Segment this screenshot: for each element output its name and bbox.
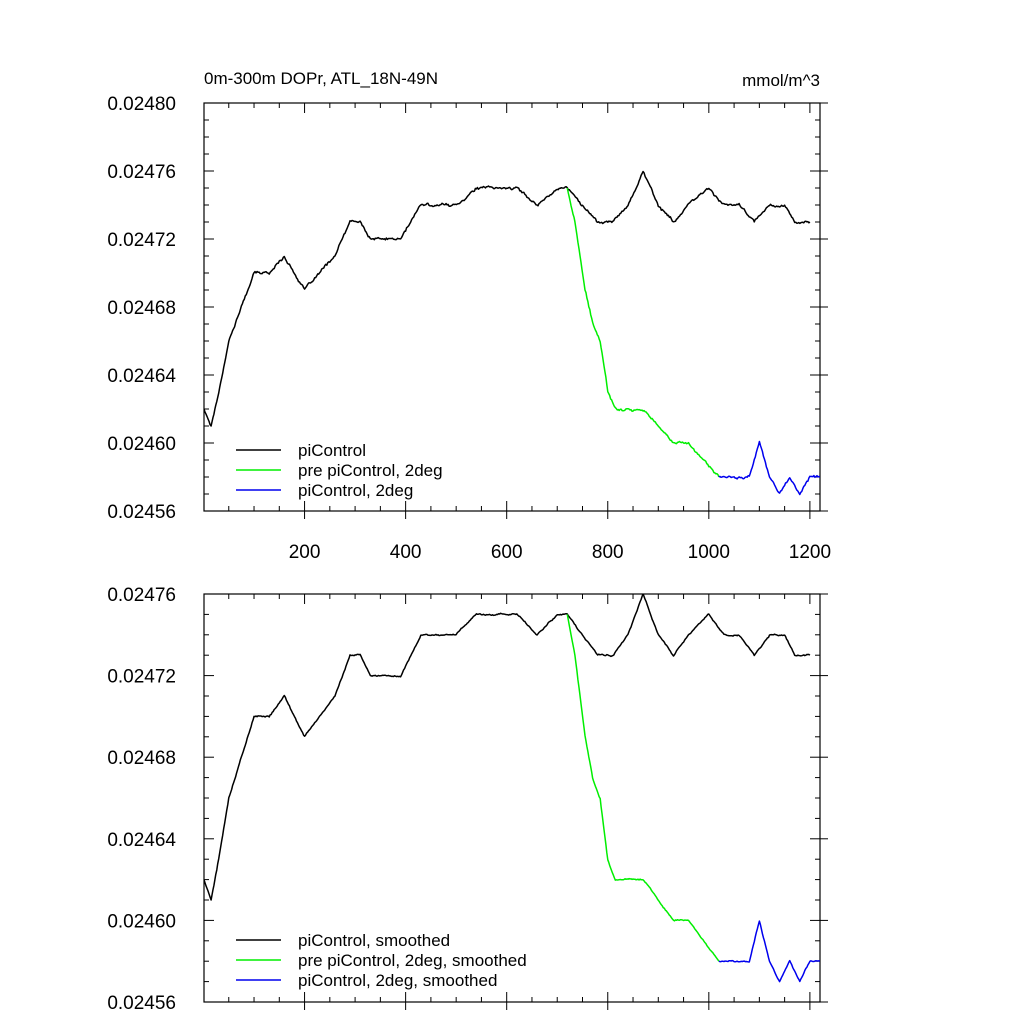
x-tick-label: 600	[491, 542, 523, 563]
y-tick-label: 0.02476	[107, 585, 176, 606]
y-tick-label: 0.02472	[107, 667, 176, 688]
x-tick-label: 400	[390, 542, 422, 563]
y-tick-label: 0.02464	[107, 830, 176, 851]
x-tick-label: 800	[592, 542, 624, 563]
y-tick-label: 0.02468	[107, 748, 176, 769]
legend-label: piControl, 2deg	[298, 481, 413, 500]
y-tick-label: 0.02476	[107, 162, 176, 183]
y-tick-label: 0.02456	[107, 993, 176, 1014]
series-line-2	[566, 187, 720, 478]
top-panel: 0m-300m DOPr, ATL_18N-49N mmol/m^3 200 40…	[107, 69, 831, 563]
series-line-1	[204, 170, 811, 427]
y-tick-label: 0.02468	[107, 298, 176, 319]
legend-label: piControl, 2deg, smoothed	[298, 971, 497, 990]
y-tick-label: 0.02460	[107, 911, 176, 932]
legend-label: pre piControl, 2deg, smoothed	[298, 951, 527, 970]
series-line-2	[566, 614, 720, 962]
series-line-1	[204, 594, 811, 901]
legend-label: piControl, smoothed	[298, 931, 450, 950]
series-line-3	[718, 920, 820, 983]
y-tick-label: 0.02460	[107, 434, 176, 455]
x-tick-label: 200	[289, 542, 321, 563]
x-tick-label: 1000	[688, 542, 730, 563]
chart-title: 0m-300m DOPr, ATL_18N-49N	[204, 69, 438, 88]
y-tick-label: 0.02464	[107, 366, 176, 387]
y-tick-label: 0.02456	[107, 502, 176, 523]
plot-frame	[203, 102, 821, 512]
legend-label: piControl	[298, 441, 366, 460]
x-tick-label: 1200	[789, 542, 831, 563]
bottom-panel: 0.02456 0.02460 0.02464 0.02468 0.02472 0.024…	[107, 585, 828, 1014]
legend-label: pre piControl, 2deg	[298, 461, 443, 480]
plot-frame	[203, 593, 821, 1003]
y-tick-label: 0.02472	[107, 230, 176, 251]
series-line-3	[718, 440, 820, 496]
y-tick-label: 0.02480	[107, 94, 176, 115]
chart-units: mmol/m^3	[742, 71, 820, 90]
